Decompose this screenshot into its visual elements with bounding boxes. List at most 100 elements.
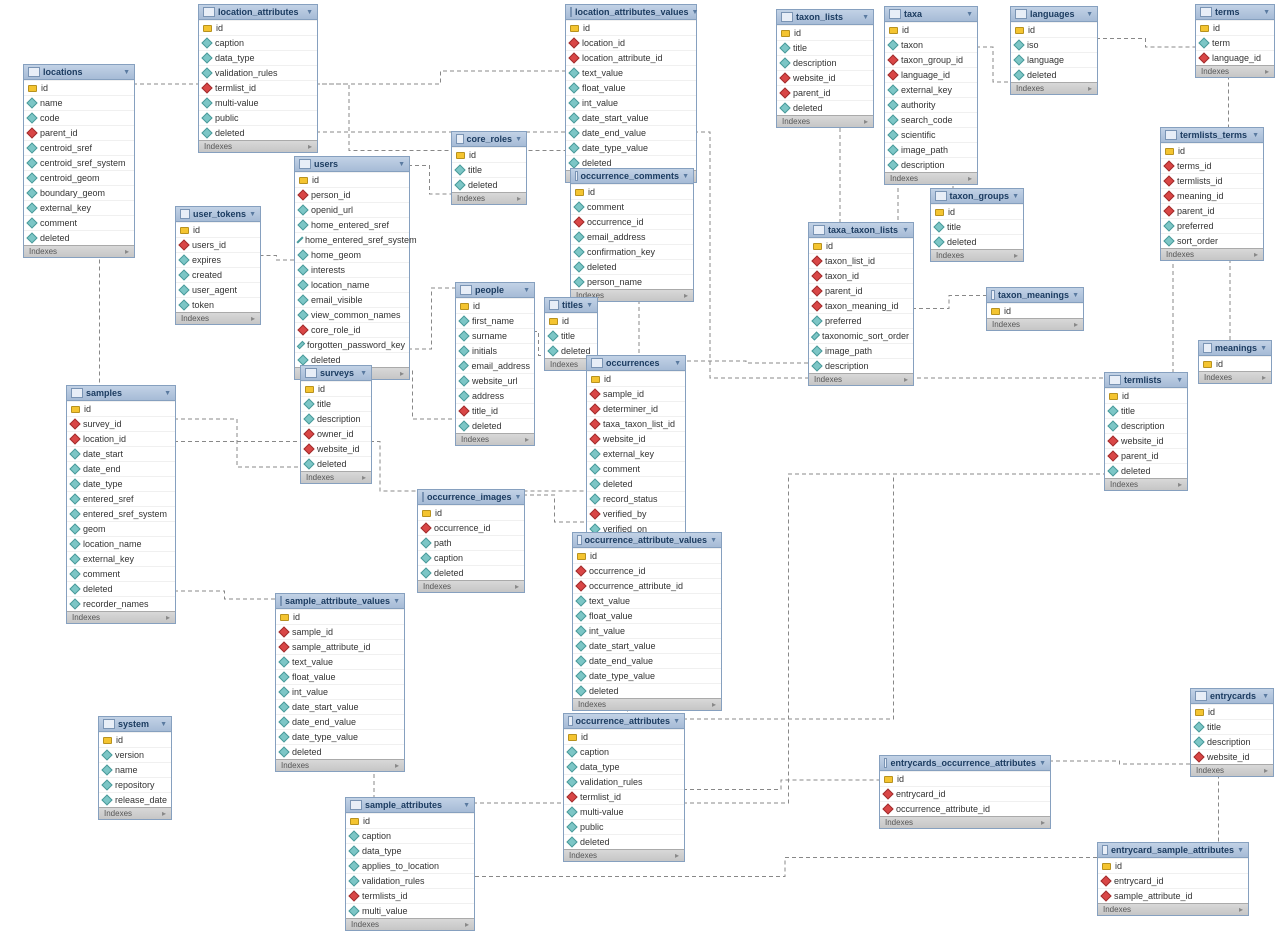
table-header[interactable]: taxon_meanings — [987, 288, 1083, 303]
table-header[interactable]: taxa_taxon_lists — [809, 223, 913, 238]
table-icon — [180, 209, 190, 219]
indexes-bar[interactable]: Indexes — [777, 115, 873, 127]
indexes-bar[interactable]: Indexes — [456, 433, 534, 445]
indexes-bar[interactable]: Indexes — [987, 318, 1083, 330]
fk-icon — [1193, 751, 1204, 762]
column-row: users_id — [176, 237, 260, 252]
indexes-bar[interactable]: Indexes — [1105, 478, 1187, 490]
table-people[interactable]: peopleidfirst_namesurnameinitialsemail_a… — [455, 282, 535, 446]
table-header[interactable]: sample_attributes — [346, 798, 474, 813]
indexes-bar[interactable]: Indexes — [1161, 248, 1263, 260]
column-row: taxon_list_id — [809, 253, 913, 268]
attr-icon — [297, 341, 305, 349]
column-row: date_start_value — [566, 110, 696, 125]
indexes-bar[interactable]: Indexes — [573, 698, 721, 710]
indexes-bar[interactable]: Indexes — [1011, 82, 1097, 94]
table-system[interactable]: systemidversionnamerepositoryrelease_dat… — [98, 716, 172, 820]
indexes-bar[interactable]: Indexes — [199, 140, 317, 152]
table-header[interactable]: taxon_groups — [931, 189, 1023, 204]
table-entrycard_sample_attributes[interactable]: entrycard_sample_attributesidentrycard_i… — [1097, 842, 1249, 916]
table-header[interactable]: entrycard_sample_attributes — [1098, 843, 1248, 858]
table-users[interactable]: usersidperson_idopenid_urlhome_entered_s… — [294, 156, 410, 380]
table-header[interactable]: meanings — [1199, 341, 1271, 356]
table-occurrence_images[interactable]: occurrence_imagesidoccurrence_idpathcapt… — [417, 489, 525, 593]
indexes-bar[interactable]: Indexes — [1196, 65, 1274, 77]
column-row: description — [1105, 418, 1187, 433]
table-termlists_terms[interactable]: termlists_termsidterms_idtermlists_idmea… — [1160, 127, 1264, 261]
table-header[interactable]: user_tokens — [176, 207, 260, 222]
indexes-bar[interactable]: Indexes — [1199, 371, 1271, 383]
indexes-bar[interactable]: Indexes — [564, 849, 684, 861]
table-header[interactable]: terms — [1196, 5, 1274, 20]
table-header[interactable]: termlists_terms — [1161, 128, 1263, 143]
indexes-bar[interactable]: Indexes — [67, 611, 175, 623]
table-header[interactable]: taxon_lists — [777, 10, 873, 25]
indexes-bar[interactable]: Indexes — [1191, 764, 1273, 776]
table-samples[interactable]: samplesidsurvey_idlocation_iddate_startd… — [66, 385, 176, 624]
table-taxon_meanings[interactable]: taxon_meaningsidIndexes — [986, 287, 1084, 331]
table-header[interactable]: users — [295, 157, 409, 172]
table-core_roles[interactable]: core_rolesidtitledeletedIndexes — [451, 131, 527, 205]
table-occurrence_attribute_values[interactable]: occurrence_attribute_valuesidoccurrence_… — [572, 532, 722, 711]
table-termlists[interactable]: termlistsidtitledescriptionwebsite_idpar… — [1104, 372, 1188, 491]
attr-icon — [573, 246, 584, 257]
indexes-bar[interactable]: Indexes — [885, 172, 977, 184]
indexes-bar[interactable]: Indexes — [176, 312, 260, 324]
table-header[interactable]: entrycards — [1191, 689, 1273, 704]
table-header[interactable]: core_roles — [452, 132, 526, 147]
column-name: public — [215, 112, 239, 124]
table-locations[interactable]: locationsidnamecodeparent_idcentroid_sre… — [23, 64, 135, 258]
table-taxa[interactable]: taxaidtaxontaxon_group_idlanguage_idexte… — [884, 6, 978, 185]
table-location_attributes_values[interactable]: location_attributes_valuesidlocation_idl… — [565, 4, 697, 183]
table-terms[interactable]: termsidtermlanguage_idIndexes — [1195, 4, 1275, 78]
table-header[interactable]: titles — [545, 298, 597, 313]
table-header[interactable]: locations — [24, 65, 134, 80]
table-taxon_lists[interactable]: taxon_listsidtitledescriptionwebsite_idp… — [776, 9, 874, 128]
table-header[interactable]: location_attributes — [199, 5, 317, 20]
table-header[interactable]: occurrence_comments — [571, 169, 693, 184]
table-header[interactable]: samples — [67, 386, 175, 401]
table-user_tokens[interactable]: user_tokensidusers_idexpirescreateduser_… — [175, 206, 261, 325]
table-header[interactable]: surveys — [301, 366, 371, 381]
table-occurrence_comments[interactable]: occurrence_commentsidcommentoccurrence_i… — [570, 168, 694, 302]
table-header[interactable]: location_attributes_values — [566, 5, 696, 20]
indexes-bar[interactable]: Indexes — [418, 580, 524, 592]
table-header[interactable]: occurrence_attribute_values — [573, 533, 721, 548]
column-row: public — [199, 110, 317, 125]
indexes-bar[interactable]: Indexes — [99, 807, 171, 819]
table-header[interactable]: occurrence_images — [418, 490, 524, 505]
table-surveys[interactable]: surveysidtitledescriptionowner_idwebsite… — [300, 365, 372, 484]
indexes-bar[interactable]: Indexes — [931, 249, 1023, 261]
table-sample_attributes[interactable]: sample_attributesidcaptiondata_typeappli… — [345, 797, 475, 931]
indexes-bar[interactable]: Indexes — [880, 816, 1050, 828]
indexes-bar[interactable]: Indexes — [276, 759, 404, 771]
indexes-bar[interactable]: Indexes — [809, 373, 913, 385]
table-header[interactable]: occurrences — [587, 356, 685, 371]
table-header[interactable]: languages — [1011, 7, 1097, 22]
table-location_attributes[interactable]: location_attributesidcaptiondata_typeval… — [198, 4, 318, 153]
table-taxa_taxon_lists[interactable]: taxa_taxon_listsidtaxon_list_idtaxon_idp… — [808, 222, 914, 386]
table-header[interactable]: termlists — [1105, 373, 1187, 388]
table-header[interactable]: entrycards_occurrence_attributes — [880, 756, 1050, 771]
table-sample_attribute_values[interactable]: sample_attribute_valuesidsample_idsample… — [275, 593, 405, 772]
indexes-bar[interactable]: Indexes — [24, 245, 134, 257]
table-header[interactable]: system — [99, 717, 171, 732]
table-occurrences[interactable]: occurrencesidsample_iddeterminer_idtaxa_… — [586, 355, 686, 549]
table-entrycards[interactable]: entrycardsidtitledescriptionwebsite_idIn… — [1190, 688, 1274, 777]
indexes-bar[interactable]: Indexes — [346, 918, 474, 930]
table-taxon_groups[interactable]: taxon_groupsidtitledeletedIndexes — [930, 188, 1024, 262]
table-header[interactable]: sample_attribute_values — [276, 594, 404, 609]
table-header[interactable]: people — [456, 283, 534, 298]
table-occurrence_attributes[interactable]: occurrence_attributesidcaptiondata_typev… — [563, 713, 685, 862]
table-header[interactable]: occurrence_attributes — [564, 714, 684, 729]
indexes-bar[interactable]: Indexes — [1098, 903, 1248, 915]
indexes-bar[interactable]: Indexes — [301, 471, 371, 483]
table-meanings[interactable]: meaningsidIndexes — [1198, 340, 1272, 384]
table-languages[interactable]: languagesidisolanguagedeletedIndexes — [1010, 6, 1098, 95]
key-icon — [884, 776, 893, 783]
table-header[interactable]: taxa — [885, 7, 977, 22]
table-entrycards_occurrence_attributes[interactable]: entrycards_occurrence_attributesidentryc… — [879, 755, 1051, 829]
indexes-bar[interactable]: Indexes — [452, 192, 526, 204]
attr-icon — [348, 860, 359, 871]
attr-icon — [297, 204, 308, 215]
